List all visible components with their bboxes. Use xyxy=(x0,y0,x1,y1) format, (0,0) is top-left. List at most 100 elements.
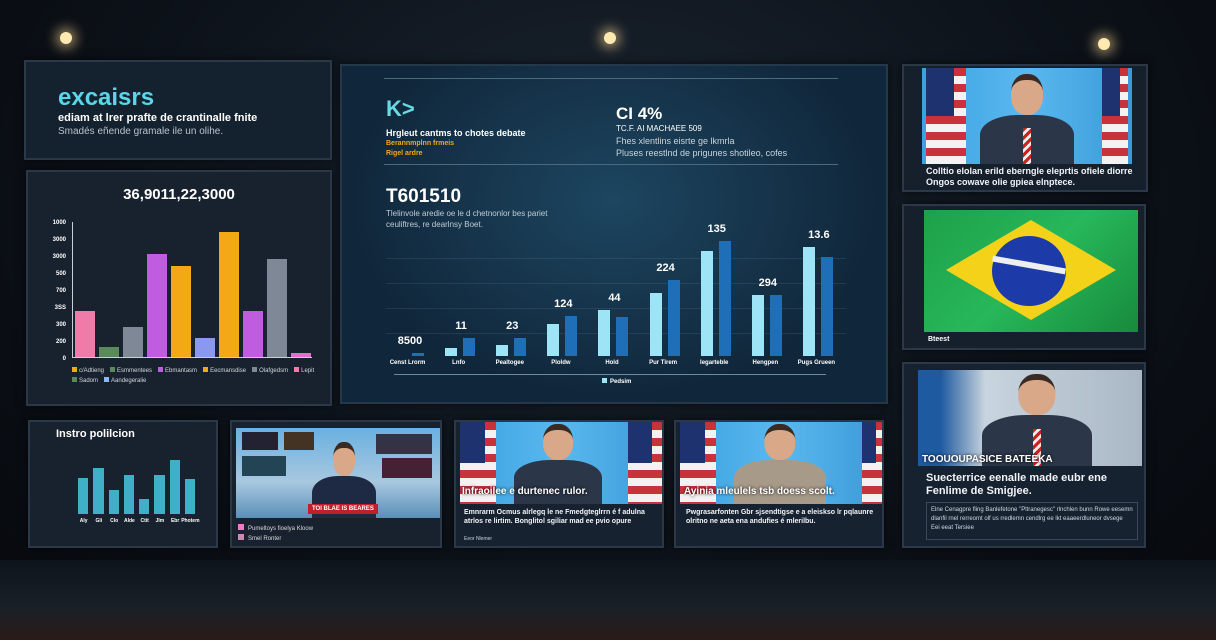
left-bar-chart xyxy=(72,222,312,358)
breaking-banner: TOI BLAE IS BEARES xyxy=(308,504,378,514)
video-legend: Pumeltoys fioelya Kloow Smel Ronter xyxy=(238,524,313,544)
chart-bar xyxy=(267,259,287,357)
background-monitor xyxy=(376,434,432,454)
legend-swatch xyxy=(203,367,209,372)
x-axis-labels: Censt Lrorm Lnfo Pealtogee Ploldw Hold Pur Ti… xyxy=(386,360,846,370)
left-chart-panel: 36,9011,22,3000 0 200 300 3SS 700 500 3000 3000… xyxy=(26,170,332,406)
news-headline: Suecterrice eenalle made eubr ene Fenlim… xyxy=(926,472,1107,497)
speaker-video-panel-1[interactable]: Infraoilee e durtenec rulor. Emnrarm Ocm… xyxy=(454,420,664,548)
legend-item: Eecmansdise xyxy=(203,366,246,376)
chart-bar-dark xyxy=(463,337,476,356)
headline: Hrgleut cantms to chotes debate xyxy=(386,128,526,138)
background-monitor xyxy=(382,458,432,478)
legend-swatch xyxy=(158,367,164,372)
x-tick-label: Iegarteble xyxy=(700,360,729,366)
chart-bar xyxy=(123,327,143,357)
right-news-panel[interactable]: TOOUOUPASICE BATEEKA Suecterrice eenalle… xyxy=(902,362,1146,548)
center-bar-chart: 8500 11 23 124 44 224 135 294 13.6 xyxy=(386,223,846,356)
news-body: Elne Cenagpre fling Banlefetone "Pltrane… xyxy=(926,502,1138,540)
chart-legend: Pedsim xyxy=(602,378,631,385)
title-panel: excaisrs ediam at lrer prafte de crantin… xyxy=(24,60,332,160)
lower-third: TOOUOUPASICE BATEEKA xyxy=(922,454,1053,465)
chart-bar-light xyxy=(547,324,560,356)
y-tick-label: 0 xyxy=(62,356,66,362)
chart-bar-dark xyxy=(820,256,833,356)
legend-item: Esmmentees xyxy=(110,366,152,376)
background-monitor xyxy=(242,432,278,450)
chart-bar xyxy=(75,310,95,357)
y-tick-label: 3SS xyxy=(54,305,66,311)
legend-swatch xyxy=(294,367,300,372)
lower-third: Infraoilee e durtenec rulor. xyxy=(462,486,588,497)
legend-label: Sadom xyxy=(79,378,99,384)
panel-title: excaisrs xyxy=(58,84,155,111)
chart-bar xyxy=(169,460,180,514)
x-tick-label: Ctit xyxy=(140,518,149,524)
logo: K> xyxy=(386,96,415,121)
chart-bar xyxy=(78,477,89,514)
brazil-flag-image xyxy=(924,210,1138,332)
legend-label: Pedsim xyxy=(610,379,632,385)
legend-label: Pumeltoys fioelya Kloow xyxy=(248,526,314,532)
legend-label: Esmmentees xyxy=(117,368,153,374)
chart-bar-dark xyxy=(718,240,731,356)
chart-bar xyxy=(219,231,239,357)
chart-bar xyxy=(108,489,119,514)
x-axis-line xyxy=(394,374,826,375)
reporter-image xyxy=(982,374,1092,466)
legend-swatch xyxy=(104,377,110,382)
y-axis-ticks: 0 200 300 3SS 700 500 3000 3000 1000 xyxy=(34,220,66,362)
sub-orange-2: Rigel ardre xyxy=(386,150,423,157)
chart-legend: c/Adtieng Esmmentees Ebmantasm Eecmansdise O… xyxy=(72,366,322,386)
x-tick-label: Hold xyxy=(605,360,619,366)
chart-bar-light xyxy=(700,250,713,356)
legend-label: Ebmantasm xyxy=(165,368,198,374)
legend-label: Eecmansdise xyxy=(210,368,247,374)
x-tick-label: Alde xyxy=(123,518,135,524)
speaker-video[interactable] xyxy=(922,68,1132,164)
chart-bar xyxy=(93,468,104,514)
chart-bar-light xyxy=(751,295,764,356)
x-tick-label: Gli xyxy=(95,518,103,524)
y-tick-label: 200 xyxy=(55,339,66,345)
legend-item: Ebmantasm xyxy=(158,366,197,376)
x-tick-label: Pur Tirem xyxy=(649,360,678,366)
y-tick-label: 700 xyxy=(55,288,66,294)
credit: Eeor Nlemer xyxy=(464,536,493,542)
legend-item: Sadom xyxy=(72,376,98,386)
legend-swatch xyxy=(72,367,77,372)
speaker-video-panel-2[interactable]: Ayinia mleulels tsb doess scolt. Pwgrasa… xyxy=(674,420,884,548)
y-tick-label: 500 xyxy=(55,271,66,277)
legend-swatch xyxy=(238,524,244,530)
chart-bar xyxy=(147,253,167,357)
reporter-video[interactable] xyxy=(918,370,1142,466)
x-tick-label: Ploldw xyxy=(551,360,571,366)
background-monitor xyxy=(242,456,286,476)
legend-item: c/Adtieng xyxy=(72,366,104,376)
legend-label: Olafgedsm xyxy=(259,368,289,374)
chart-heading: 36,9011,22,3000 xyxy=(123,186,235,203)
chart-bar xyxy=(154,475,165,514)
newsroom-video[interactable]: TOI BLAE IS BEARES xyxy=(236,428,440,518)
speaker-video[interactable] xyxy=(460,422,662,504)
us-flag-image xyxy=(680,422,716,504)
legend-label: Aandegeralie xyxy=(111,378,147,384)
chart-bar xyxy=(243,310,263,357)
panel-body: Smadés eñende gramale ile un olihe. xyxy=(58,126,224,137)
us-flag-image xyxy=(628,422,662,504)
legend-label: c/Adtieng xyxy=(79,368,105,374)
legend-swatch xyxy=(238,534,244,540)
caption: Colltio elolan erild eberngle eleprtis o… xyxy=(926,166,1133,187)
y-tick-label: 1000 xyxy=(52,220,66,226)
figure-desc-1: Tlelinvole aredie oe le d chetnonlor bes… xyxy=(386,209,548,218)
x-tick-label: Hengpen xyxy=(752,360,779,366)
anchor-video-panel[interactable]: TOI BLAE IS BEARES Pumeltoys fioelya Klo… xyxy=(230,420,442,548)
x-tick-label: Pugs Grueen xyxy=(797,360,836,366)
ceiling-light xyxy=(1098,38,1110,50)
y-tick-label: 300 xyxy=(55,322,66,328)
chart-bar xyxy=(291,352,311,357)
chart-bar-light xyxy=(649,292,662,356)
legend-swatch xyxy=(252,367,258,372)
right-top-video-panel[interactable]: Colltio elolan erild eberngle eleprtis o… xyxy=(902,64,1148,192)
speaker-video[interactable] xyxy=(680,422,882,504)
